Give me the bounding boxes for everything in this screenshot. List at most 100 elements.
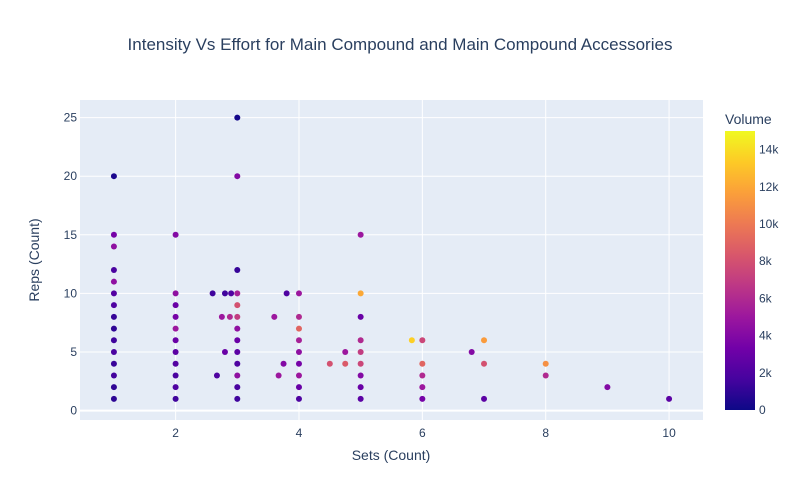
data-point <box>234 302 241 309</box>
colorbar-tick-label: 2k <box>759 366 773 380</box>
x-tick-label: 2 <box>172 426 179 440</box>
data-point <box>295 384 302 391</box>
data-point <box>110 231 117 238</box>
data-point <box>172 313 179 320</box>
data-point <box>110 325 117 332</box>
data-point <box>172 372 179 379</box>
data-point <box>357 337 364 344</box>
data-point <box>468 349 475 356</box>
y-tick-label: 0 <box>70 404 77 418</box>
colorbar-tick-label: 8k <box>759 254 773 268</box>
data-point <box>275 372 282 379</box>
data-point <box>172 290 179 297</box>
data-point <box>172 337 179 344</box>
data-point <box>481 337 488 344</box>
x-axis-label: Sets (Count) <box>352 447 431 463</box>
data-point <box>221 349 228 356</box>
data-point <box>110 349 117 356</box>
x-tick-label: 10 <box>662 426 676 440</box>
data-point <box>419 372 426 379</box>
data-point <box>542 360 549 367</box>
data-point <box>110 173 117 180</box>
data-point <box>419 384 426 391</box>
data-point <box>172 302 179 309</box>
data-point <box>110 360 117 367</box>
data-point <box>209 290 216 297</box>
data-point <box>295 290 302 297</box>
colorbar-tick-label: 10k <box>759 217 779 231</box>
data-point <box>666 395 673 402</box>
y-tick-label: 10 <box>64 286 78 300</box>
colorbar-ticks: 0 2k 4k 6k 8k 10k 12k 14k <box>759 143 779 417</box>
data-point <box>234 266 241 273</box>
data-point <box>357 231 364 238</box>
data-point <box>295 337 302 344</box>
data-point <box>218 313 225 320</box>
data-point <box>234 313 241 320</box>
data-point <box>110 302 117 309</box>
data-point <box>226 313 233 320</box>
data-point <box>481 360 488 367</box>
data-point <box>234 384 241 391</box>
x-tick-label: 4 <box>296 426 303 440</box>
data-point <box>234 349 241 356</box>
data-point <box>542 372 549 379</box>
data-point <box>357 384 364 391</box>
y-tick-label: 25 <box>64 111 78 125</box>
y-tick-label: 20 <box>64 169 78 183</box>
data-point <box>110 337 117 344</box>
y-axis-ticks: 0 5 10 15 20 25 <box>64 111 78 418</box>
data-point <box>357 349 364 356</box>
data-point <box>234 173 241 180</box>
data-point <box>110 313 117 320</box>
data-point <box>172 360 179 367</box>
data-point <box>110 395 117 402</box>
data-point <box>326 360 333 367</box>
data-point <box>172 325 179 332</box>
x-axis-ticks: 2 4 6 8 10 <box>172 426 676 440</box>
data-point <box>481 395 488 402</box>
data-point <box>280 360 287 367</box>
data-point <box>295 360 302 367</box>
data-point <box>234 372 241 379</box>
data-point <box>234 395 241 402</box>
colorbar <box>725 131 755 410</box>
colorbar-tick-label: 12k <box>759 180 779 194</box>
x-tick-label: 8 <box>542 426 549 440</box>
colorbar-tick-label: 6k <box>759 291 773 305</box>
data-point <box>357 313 364 320</box>
data-point <box>234 114 241 121</box>
data-point <box>419 360 426 367</box>
colorbar-tick-label: 4k <box>759 329 773 343</box>
data-point <box>110 372 117 379</box>
data-point <box>271 313 278 320</box>
data-point <box>110 278 117 285</box>
plot-area <box>80 100 703 420</box>
data-point <box>342 360 349 367</box>
data-point <box>110 290 117 297</box>
data-point <box>172 231 179 238</box>
y-axis-label: Reps (Count) <box>26 218 42 301</box>
colorbar-tick-label: 0 <box>759 403 766 417</box>
data-point <box>283 290 290 297</box>
data-point <box>295 349 302 356</box>
grid-lines <box>80 100 703 420</box>
data-point <box>172 384 179 391</box>
data-point <box>357 290 364 297</box>
scatter-points <box>110 114 673 402</box>
data-point <box>295 372 302 379</box>
data-point <box>234 290 241 297</box>
data-point <box>295 395 302 402</box>
data-point <box>221 290 228 297</box>
data-point <box>110 243 117 250</box>
data-point <box>213 372 220 379</box>
data-point <box>357 372 364 379</box>
data-point <box>295 313 302 320</box>
chart-title: Intensity Vs Effort for Main Compound an… <box>128 35 673 54</box>
x-tick-label: 6 <box>419 426 426 440</box>
data-point <box>408 337 415 344</box>
y-tick-label: 15 <box>64 228 78 242</box>
data-point <box>604 384 611 391</box>
data-point <box>110 384 117 391</box>
